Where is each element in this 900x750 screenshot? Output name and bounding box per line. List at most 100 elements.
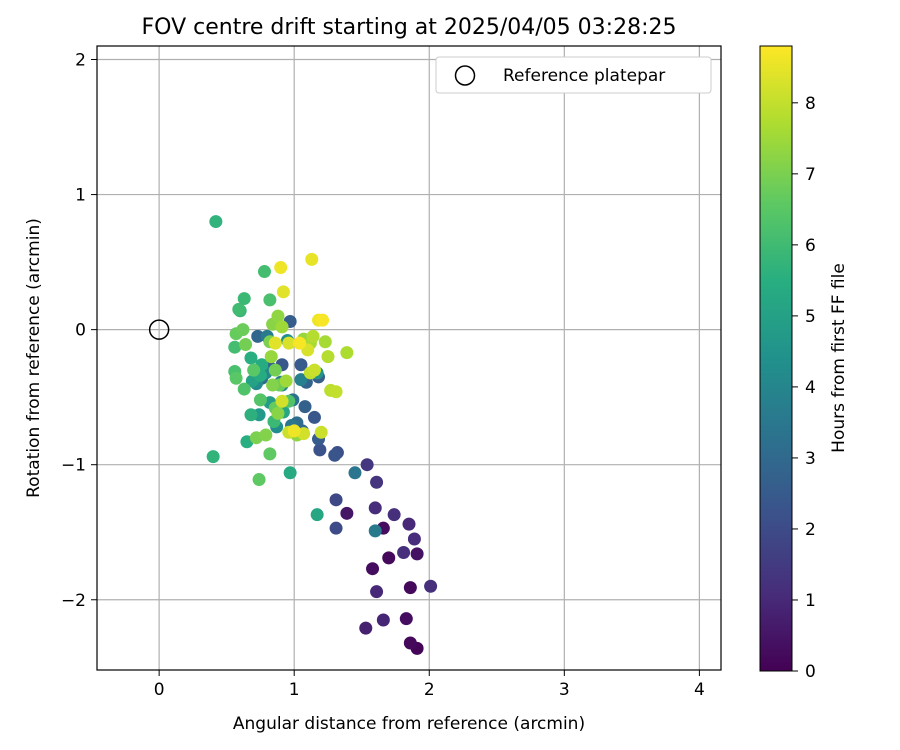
data-point xyxy=(294,373,308,387)
data-point xyxy=(298,400,312,414)
data-point xyxy=(366,562,380,576)
data-point xyxy=(403,581,417,595)
data-point xyxy=(348,466,362,480)
data-point xyxy=(410,547,424,561)
x-tick-label: 4 xyxy=(694,680,705,700)
y-tick-label: 2 xyxy=(75,51,86,71)
data-point xyxy=(359,621,373,635)
data-point xyxy=(253,393,267,407)
data-point xyxy=(402,517,416,531)
data-point xyxy=(271,309,285,323)
data-point xyxy=(206,450,220,464)
x-tick-label: 0 xyxy=(154,680,165,700)
data-point xyxy=(329,521,343,535)
data-point xyxy=(271,406,285,420)
y-tick-label: −2 xyxy=(61,591,86,611)
data-point xyxy=(232,302,246,316)
chart-title: FOV centre drift starting at 2025/04/05 … xyxy=(142,15,677,40)
y-tick-label: 1 xyxy=(75,186,86,206)
reference-platepar-marker xyxy=(148,319,170,340)
data-point xyxy=(275,320,289,334)
data-point xyxy=(305,252,319,266)
data-point xyxy=(252,473,266,487)
colorbar-tick-label: 0 xyxy=(805,662,816,682)
legend: Reference platepar xyxy=(435,56,712,94)
data-points xyxy=(206,215,438,655)
data-point xyxy=(279,374,293,388)
data-point xyxy=(370,475,384,489)
data-point xyxy=(407,532,421,546)
data-point xyxy=(274,261,288,275)
data-point xyxy=(229,371,243,385)
data-point xyxy=(340,506,354,520)
legend-label: Reference platepar xyxy=(503,66,665,86)
data-point xyxy=(237,382,251,396)
data-point xyxy=(307,410,321,424)
data-point xyxy=(251,329,265,343)
plot-frame xyxy=(96,45,722,671)
data-point xyxy=(239,337,253,351)
x-tick-label: 2 xyxy=(424,680,435,700)
data-point xyxy=(360,458,374,472)
data-point xyxy=(266,378,280,392)
data-point xyxy=(316,313,330,327)
data-point xyxy=(287,424,301,438)
data-point xyxy=(264,350,278,364)
colorbar-tick-label: 2 xyxy=(805,520,816,540)
data-point xyxy=(370,585,384,599)
data-point xyxy=(376,613,390,627)
colorbar-tick-label: 6 xyxy=(805,236,816,256)
data-point xyxy=(247,363,261,377)
data-point xyxy=(329,493,343,507)
data-point xyxy=(382,551,396,565)
data-point xyxy=(237,292,251,306)
data-point xyxy=(340,346,354,360)
data-point xyxy=(268,363,282,377)
colorbar-tick-label: 4 xyxy=(805,378,816,398)
data-point xyxy=(321,350,335,364)
colorbar-tick-label: 7 xyxy=(805,165,816,185)
data-point xyxy=(368,501,382,515)
colorbar-ticks: 0 1 2 3 4 5 6 7 8 xyxy=(792,94,816,682)
data-point xyxy=(397,545,411,559)
colorbar: 0 1 2 3 4 5 6 7 8 Hours from first FF file xyxy=(759,45,849,682)
data-point xyxy=(244,351,258,365)
data-point xyxy=(209,215,223,229)
data-point xyxy=(307,363,321,377)
data-point xyxy=(263,447,277,461)
data-point xyxy=(263,293,277,307)
legend-box xyxy=(435,56,712,94)
y-axis-label: Rotation from reference (arcmin) xyxy=(24,218,44,498)
data-point xyxy=(329,385,343,399)
data-point xyxy=(283,466,297,480)
data-point xyxy=(403,636,417,650)
data-point xyxy=(236,323,250,337)
data-point xyxy=(228,340,242,354)
data-point xyxy=(306,329,320,343)
data-point xyxy=(318,335,332,349)
colorbar-gradient xyxy=(759,45,793,672)
data-point xyxy=(294,358,308,372)
colorbar-tick-label: 5 xyxy=(805,307,816,327)
data-point xyxy=(268,336,282,350)
data-point xyxy=(257,265,271,279)
data-point xyxy=(310,508,324,522)
data-point xyxy=(293,336,307,350)
data-point xyxy=(275,394,289,408)
data-point xyxy=(368,524,382,538)
data-point xyxy=(244,408,258,422)
y-tick-label: 0 xyxy=(75,321,86,341)
data-point xyxy=(424,579,438,593)
x-axis-ticks: 0 1 2 3 4 xyxy=(154,670,705,700)
data-point xyxy=(282,336,296,350)
data-point xyxy=(314,425,328,439)
legend-reference-marker xyxy=(454,65,476,86)
colorbar-tick-label: 3 xyxy=(805,449,816,469)
data-point xyxy=(276,285,290,299)
x-tick-label: 3 xyxy=(559,680,570,700)
data-point xyxy=(313,443,327,457)
colorbar-tick-label: 1 xyxy=(805,591,816,611)
colorbar-tick-label: 8 xyxy=(805,94,816,114)
